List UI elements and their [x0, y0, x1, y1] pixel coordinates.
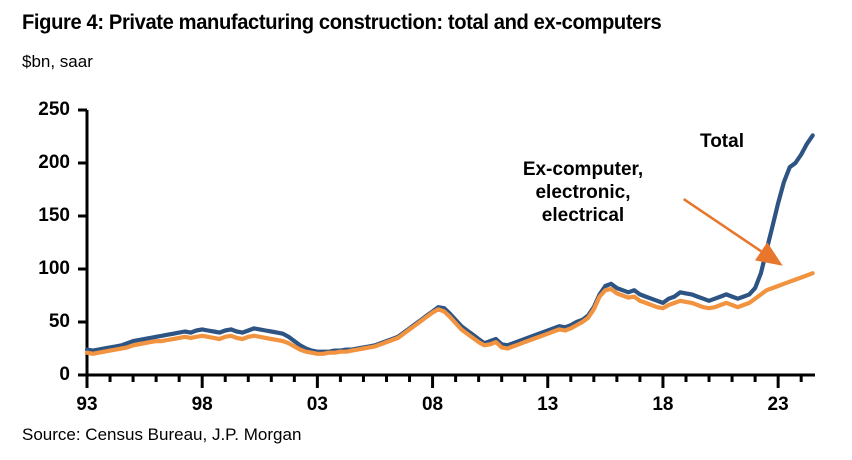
y-axis-tick-250: 250	[38, 99, 70, 120]
series-label-ex-computer-line1: Ex-computer,	[522, 159, 644, 180]
arrow-head	[755, 242, 783, 266]
series-group	[84, 133, 815, 356]
x-axis-tick-23: 23	[767, 394, 789, 415]
y-axis-tick-100: 100	[38, 258, 70, 279]
y-axis-tick-200: 200	[38, 152, 70, 173]
y-axis-tick-50: 50	[48, 311, 70, 332]
y-axis-tick-0: 0	[59, 364, 70, 385]
series-line-ex-computer	[84, 271, 815, 356]
x-axis-tick-98: 98	[191, 394, 213, 415]
x-axis-tick-08: 08	[421, 394, 444, 415]
x-axis-tick-03: 03	[306, 394, 328, 415]
x-axis-tick-18: 18	[652, 394, 674, 415]
source-note: Source: Census Bureau, J.P. Morgan	[22, 425, 302, 444]
x-axis-tick-13: 13	[537, 394, 559, 415]
page-title: Figure 4: Private manufacturing construc…	[22, 11, 662, 34]
series-label-ex-computer-line2: electronic,	[535, 182, 631, 204]
annotation-arrow	[682, 197, 783, 266]
axis-units-label: $bn, saar	[22, 52, 93, 71]
series-label-ex-computer: Ex-computer, electronic, electrical	[508, 158, 658, 228]
y-axis-tick-150: 150	[38, 205, 70, 226]
x-axis-tick-93: 93	[76, 394, 98, 415]
series-label-ex-computer-line3: electrical	[541, 205, 625, 227]
arrow-shaft	[682, 197, 762, 253]
series-line-total	[84, 133, 815, 354]
axes-group	[78, 108, 815, 388]
series-label-total: Total	[700, 131, 744, 152]
